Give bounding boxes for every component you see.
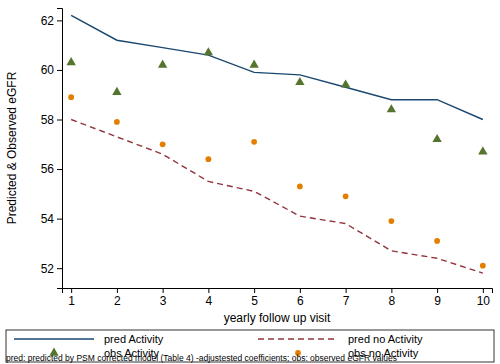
x-tick: 9 — [434, 288, 441, 308]
legend-swatch — [14, 338, 94, 339]
x-axis-title: yearly follow up visit — [224, 311, 331, 325]
y-axis-line — [57, 9, 63, 289]
y-tick-label: 62 — [41, 14, 55, 28]
x-tick-label: 5 — [251, 294, 258, 308]
legend-label: pred no Activity — [348, 333, 423, 345]
y-axis-title: Predicted & Observed eGFR — [5, 71, 19, 224]
x-tick-label: 1 — [68, 294, 75, 308]
x-tick-mark — [117, 288, 118, 293]
x-axis-line — [63, 289, 493, 294]
y-tick: 56 — [41, 162, 62, 176]
point — [206, 156, 212, 162]
point — [68, 94, 74, 100]
y-tick-mark — [57, 70, 62, 71]
plot-area: 12345678910525456586062 — [41, 9, 493, 308]
x-tick-mark — [208, 288, 209, 293]
x-tick-mark — [391, 288, 392, 293]
point — [114, 119, 120, 125]
x-tick-label: 9 — [434, 294, 441, 308]
y-tick-mark — [57, 120, 62, 121]
legend-label: pred Activity — [104, 333, 164, 345]
y-tick: 60 — [41, 63, 62, 77]
x-tick-mark — [346, 288, 347, 293]
y-axis: 52 54 56 58 60 62 — [41, 9, 63, 289]
y-tick-mark — [57, 20, 62, 21]
point — [388, 218, 394, 224]
series-line — [71, 120, 483, 274]
x-tick-mark — [71, 288, 72, 293]
chart: 12345678910525456586062yearly follow up … — [0, 0, 500, 364]
point — [66, 57, 75, 65]
y-tick-label: 56 — [41, 162, 55, 176]
x-tick: 5 — [251, 288, 258, 308]
y-tick: 54 — [41, 212, 62, 226]
y-tick-mark — [57, 169, 62, 170]
point — [112, 87, 121, 95]
y-tick-label: 60 — [41, 63, 55, 77]
point — [295, 77, 304, 85]
point — [251, 139, 257, 145]
y-tick-label: 58 — [41, 113, 55, 127]
point — [297, 184, 303, 190]
x-tick: 7 — [343, 288, 350, 308]
x-tick: 6 — [297, 288, 304, 308]
y-tick-mark — [57, 219, 62, 220]
x-tick-mark — [483, 288, 484, 293]
x-tick-mark — [254, 288, 255, 293]
x-tick: 8 — [389, 288, 396, 308]
point — [343, 193, 349, 199]
legend-box — [6, 330, 494, 362]
x-tick: 4 — [206, 288, 213, 308]
point — [158, 60, 167, 68]
x-tick-label: 10 — [477, 294, 491, 308]
x-axis: 1 2 3 4 5 6 7 8 9 10 — [63, 288, 493, 308]
x-tick-label: 8 — [389, 294, 396, 308]
point — [434, 238, 440, 244]
y-tick: 58 — [41, 113, 62, 127]
point — [249, 60, 258, 68]
x-tick-mark — [437, 288, 438, 293]
x-tick-label: 4 — [206, 294, 213, 308]
point — [160, 141, 166, 147]
legend-swatch — [258, 338, 338, 339]
x-tick-label: 3 — [160, 294, 167, 308]
point — [387, 104, 396, 112]
y-tick-mark — [57, 268, 62, 269]
point — [341, 79, 350, 87]
x-tick-label: 2 — [114, 294, 121, 308]
x-tick-mark — [163, 288, 164, 293]
point — [478, 146, 487, 154]
y-tick-label: 54 — [41, 212, 55, 226]
marks — [66, 15, 487, 273]
y-tick: 52 — [41, 262, 62, 276]
x-tick: 10 — [477, 288, 491, 308]
x-tick-label: 7 — [343, 294, 350, 308]
point — [204, 47, 213, 55]
point — [480, 263, 486, 269]
x-tick: 2 — [114, 288, 121, 308]
x-tick: 1 — [68, 288, 75, 308]
x-tick-label: 6 — [297, 294, 304, 308]
y-tick: 62 — [41, 14, 62, 28]
x-tick: 3 — [160, 288, 167, 308]
legend: pred Activitypred no Activityobs Activit… — [6, 330, 494, 362]
y-tick-label: 52 — [41, 262, 55, 276]
note: pred: predicted by PSM corrected model (… — [6, 353, 397, 363]
x-tick-mark — [300, 288, 301, 293]
point — [432, 134, 441, 142]
series-line — [71, 15, 483, 119]
